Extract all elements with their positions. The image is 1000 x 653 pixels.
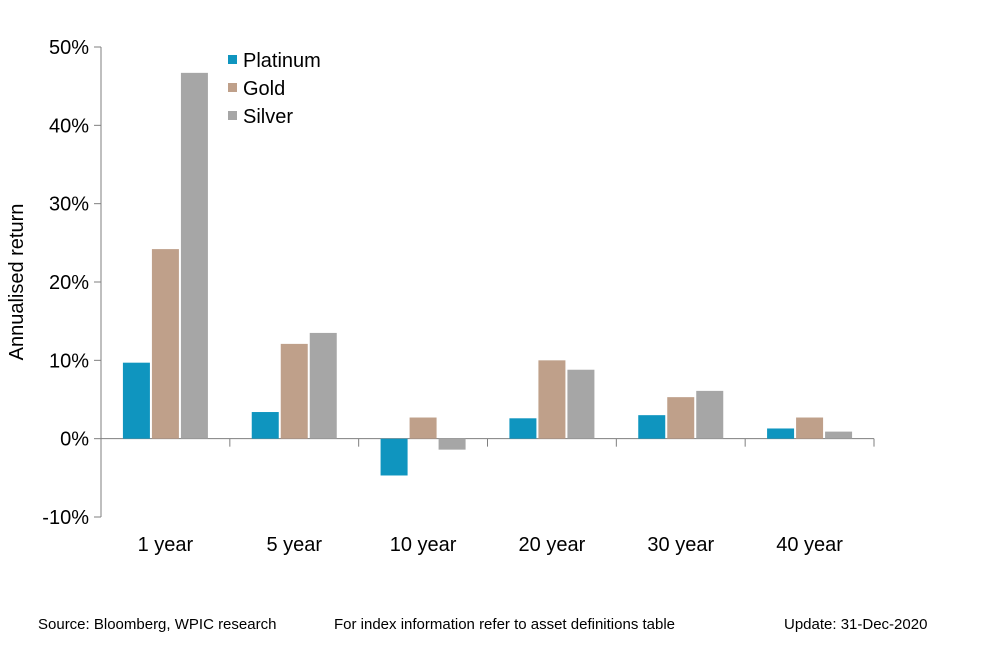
- bar-gold-5-year: [280, 343, 308, 439]
- bar-platinum-1-year: [122, 362, 150, 439]
- y-tick-label: 30%: [49, 194, 89, 216]
- y-axis: -10% 0% 10% 20% 30% 40% 50%: [42, 37, 102, 529]
- bar-silver-40-year: [825, 431, 853, 439]
- x-tick-label: 40 year: [776, 534, 843, 556]
- bar-silver-1-year: [180, 72, 208, 439]
- y-tick-label: -10%: [42, 507, 89, 529]
- legend-swatch: [228, 83, 237, 92]
- y-tick-label: 20%: [49, 272, 89, 294]
- footer-update: Update: 31-Dec-2020: [784, 616, 928, 633]
- x-tick-label: 20 year: [519, 534, 586, 556]
- bar-platinum-20-year: [509, 418, 537, 439]
- bar-platinum-10-year: [380, 438, 408, 476]
- legend-label: Gold: [243, 78, 285, 100]
- bar-platinum-30-year: [638, 415, 666, 439]
- bar-gold-20-year: [538, 360, 566, 439]
- x-axis: 1 year 5 year 10 year 20 year 30 year 40 year: [100, 438, 875, 556]
- y-tick-label: 0%: [60, 429, 89, 451]
- legend-swatch: [228, 55, 237, 64]
- bar-platinum-40-year: [767, 428, 795, 439]
- x-tick-label: 1 year: [138, 534, 194, 556]
- x-tick-label: 10 year: [390, 534, 457, 556]
- y-tick-label: 40%: [49, 115, 89, 137]
- bar-silver-30-year: [696, 390, 724, 439]
- legend-swatch: [228, 111, 237, 120]
- legend-label: Platinum: [243, 50, 321, 72]
- bar-chart: -10% 0% 10% 20% 30% 40% 50% 1 year 5 year 10 yea…: [6, 37, 875, 556]
- y-tick-label: 50%: [49, 37, 89, 59]
- bar-gold-10-year: [409, 417, 437, 439]
- bars: [122, 72, 853, 476]
- y-axis-label: Annualised return: [6, 204, 28, 361]
- y-tick-label: 10%: [49, 350, 89, 372]
- bar-silver-20-year: [567, 369, 595, 439]
- x-tick-label: 5 year: [266, 534, 322, 556]
- x-tick-label: 30 year: [647, 534, 714, 556]
- bar-gold-30-year: [667, 397, 695, 439]
- bar-silver-5-year: [309, 332, 337, 439]
- footer-note: For index information refer to asset def…: [334, 616, 676, 633]
- legend-label: Silver: [243, 106, 293, 128]
- footer-source: Source: Bloomberg, WPIC research: [38, 616, 277, 633]
- legend: Platinum Gold Silver: [228, 50, 321, 128]
- bar-gold-40-year: [796, 417, 824, 439]
- bar-gold-1-year: [151, 249, 179, 439]
- bar-silver-10-year: [438, 438, 466, 450]
- bar-platinum-5-year: [251, 412, 279, 439]
